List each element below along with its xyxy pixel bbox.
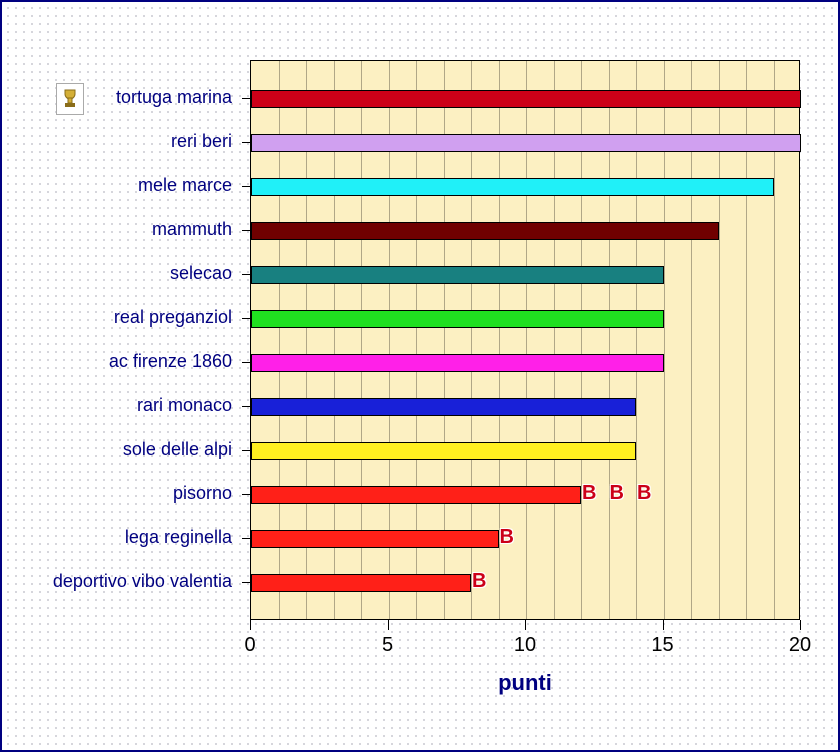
y-category-label: tortuga marina — [116, 87, 232, 108]
chart-bar — [251, 134, 801, 152]
x-tick-label: 5 — [382, 634, 393, 657]
y-tick — [242, 274, 250, 275]
x-tick-label: 15 — [651, 634, 673, 657]
plot-area — [250, 60, 800, 620]
y-tick — [242, 494, 250, 495]
trophy-icon — [56, 83, 84, 115]
chart-bar — [251, 178, 774, 196]
x-tick-label: 10 — [514, 634, 536, 657]
y-category-label: lega reginella — [125, 527, 232, 548]
y-category-label: rari monaco — [137, 395, 232, 416]
chart-bar — [251, 398, 636, 416]
chart-frame: 0 5 10 15 20 punti tortuga marina reri beri mele… — [0, 0, 840, 752]
x-tick — [663, 620, 664, 630]
y-category-label: deportivo vibo valentia — [53, 571, 232, 592]
b-marker: B — [500, 526, 514, 549]
y-category-label: real preganziol — [114, 307, 232, 328]
x-axis-label: punti — [498, 670, 552, 696]
x-tick — [388, 620, 389, 630]
y-category-label: mammuth — [152, 219, 232, 240]
b-marker: B — [582, 482, 596, 505]
y-tick — [242, 230, 250, 231]
y-tick — [242, 538, 250, 539]
chart-bar — [251, 90, 801, 108]
chart-bar — [251, 266, 664, 284]
x-tick — [800, 620, 801, 630]
y-category-label: mele marce — [138, 175, 232, 196]
y-category-label: sole delle alpi — [123, 439, 232, 460]
x-tick-label: 20 — [789, 634, 811, 657]
y-category-label: pisorno — [173, 483, 232, 504]
y-tick — [242, 142, 250, 143]
y-tick — [242, 406, 250, 407]
chart-bar — [251, 310, 664, 328]
y-category-label: ac firenze 1860 — [109, 351, 232, 372]
chart-bar — [251, 222, 719, 240]
chart-bar — [251, 486, 581, 504]
y-tick — [242, 98, 250, 99]
x-tick-label: 0 — [244, 634, 255, 657]
y-category-label: selecao — [170, 263, 232, 284]
b-marker: B — [637, 482, 651, 505]
x-tick — [250, 620, 251, 630]
y-tick — [242, 450, 250, 451]
chart-bar — [251, 574, 471, 592]
y-tick — [242, 362, 250, 363]
chart-bar — [251, 530, 499, 548]
b-marker: B — [610, 482, 624, 505]
y-tick — [242, 582, 250, 583]
y-tick — [242, 318, 250, 319]
x-tick — [525, 620, 526, 630]
y-tick — [242, 186, 250, 187]
b-marker: B — [472, 570, 486, 593]
chart-bar — [251, 354, 664, 372]
chart-bar — [251, 442, 636, 460]
y-category-label: reri beri — [171, 131, 232, 152]
